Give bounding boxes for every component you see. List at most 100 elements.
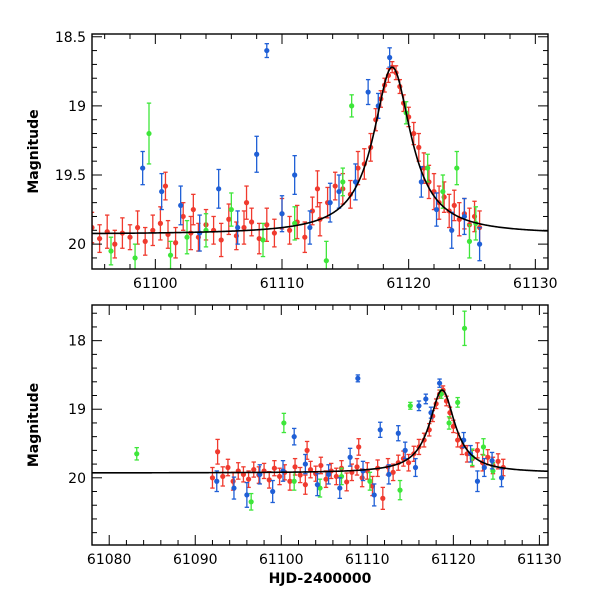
bottom-panel-frame — [91, 304, 549, 546]
top-blue-point — [279, 211, 285, 217]
bottom-blue-point — [291, 434, 297, 440]
bottom-xtick-label: 61090 — [173, 552, 218, 568]
top-green-point — [454, 165, 460, 171]
top-red-point — [142, 238, 148, 244]
top-xtick-label: 61100 — [133, 276, 178, 292]
bottom-red-point — [344, 479, 350, 485]
top-green-point — [260, 237, 266, 243]
top-blue-point — [254, 151, 260, 157]
top-red-point — [180, 213, 186, 220]
bottom-green-point — [281, 420, 287, 426]
top-blue-point — [433, 206, 440, 213]
bottom-xtick-label: 61130 — [517, 552, 562, 568]
top-ytick-label: 20 — [68, 237, 86, 253]
bottom-blue-point — [244, 492, 250, 498]
bottom-blue-point — [326, 471, 332, 477]
bottom-ytick-label: 18 — [68, 334, 86, 350]
bottom-red-point — [287, 478, 293, 484]
bottom-red-point — [359, 475, 365, 481]
top-green-point — [108, 248, 114, 254]
top-blue-point — [140, 165, 146, 171]
bottom-red-point — [251, 466, 257, 473]
top-red-point — [97, 235, 103, 242]
bottom-red-point — [356, 444, 362, 450]
top-green-point — [292, 220, 298, 226]
bottom-red-point — [455, 437, 461, 443]
bottom-blue-point — [386, 471, 392, 477]
top-green-point — [146, 130, 152, 137]
bottom-red-point — [307, 466, 314, 473]
top-blue-point — [264, 47, 270, 54]
top-blue-point — [352, 179, 359, 185]
bottom-green-point — [446, 420, 452, 426]
top-panel-model-curve — [92, 66, 548, 235]
top-blue-point — [477, 241, 483, 247]
top-green-point — [167, 252, 174, 258]
top-blue-point — [235, 224, 241, 231]
bottom-xtick-label: 61100 — [259, 552, 304, 568]
bottom-panel: 61080 61090 61100 61110 61120 61130 18 19 20 Mag… — [26, 304, 562, 587]
bottom-green-point — [455, 399, 461, 405]
top-red-point — [355, 165, 361, 171]
top-ytick-label: 18.5 — [55, 30, 86, 46]
bottom-red-point — [271, 465, 277, 471]
top-panel-ticks — [92, 34, 548, 269]
top-blue-point — [197, 230, 203, 236]
top-panel: 61100 61110 61120 61130 18.5 19 19.5 20 Magnitu… — [26, 30, 558, 292]
top-blue-point — [178, 202, 184, 209]
top-green-point — [466, 238, 473, 244]
bottom-red-point — [276, 473, 283, 480]
bottom-panel-ylabel: Magnitude — [26, 383, 42, 467]
top-green-point — [184, 234, 190, 240]
bottom-blue-point — [481, 464, 487, 471]
bottom-green-point — [248, 499, 254, 505]
bottom-red-point — [215, 449, 221, 455]
bottom-blue-point — [355, 375, 361, 381]
bottom-blue-point — [423, 396, 429, 402]
top-blue-point — [307, 224, 313, 231]
bottom-blue-point — [474, 478, 481, 484]
top-red-point — [287, 227, 293, 233]
top-green-point — [349, 103, 355, 109]
bottom-blue-point — [214, 478, 220, 484]
top-green-point — [323, 258, 329, 264]
top-red-point — [226, 216, 232, 222]
top-ytick-label: 19.5 — [55, 168, 86, 184]
top-green-point — [425, 165, 431, 171]
top-blue-point — [292, 172, 298, 178]
bottom-red-point — [225, 464, 231, 471]
top-xtick-label: 61130 — [513, 276, 558, 292]
top-blue-point — [159, 188, 165, 195]
bottom-panel-points — [134, 310, 506, 511]
top-blue-point — [449, 227, 455, 233]
top-red-point — [190, 206, 196, 213]
bottom-blue-point — [314, 482, 321, 488]
bottom-blue-point — [395, 430, 401, 436]
top-blue-point — [461, 213, 467, 220]
bottom-blue-point — [498, 475, 505, 481]
top-red-point — [157, 220, 163, 226]
top-panel-ylabel: Magnitude — [26, 109, 42, 193]
bottom-red-point — [354, 464, 360, 470]
bottom-green-point — [397, 487, 403, 493]
bottom-red-point — [323, 476, 329, 482]
bottom-blue-point — [347, 454, 353, 460]
bottom-red-point — [474, 447, 481, 453]
top-red-point — [314, 186, 321, 192]
top-red-point — [264, 222, 270, 228]
top-red-point — [218, 237, 224, 243]
bottom-red-point — [245, 476, 252, 482]
bottom-blue-point — [371, 492, 377, 498]
bottom-panel-tick-labels: 61080 61090 61100 61110 61120 61130 18 19 20 — [68, 334, 561, 568]
top-green-point — [228, 206, 234, 213]
bottom-blue-point — [377, 427, 383, 433]
bottom-red-point — [230, 478, 236, 484]
top-red-point — [249, 219, 255, 225]
top-ytick-label: 19 — [68, 99, 86, 115]
bottom-ytick-label: 19 — [68, 402, 86, 418]
top-red-point — [309, 208, 315, 214]
bottom-red-point — [266, 477, 272, 483]
top-panel-frame — [91, 33, 549, 270]
